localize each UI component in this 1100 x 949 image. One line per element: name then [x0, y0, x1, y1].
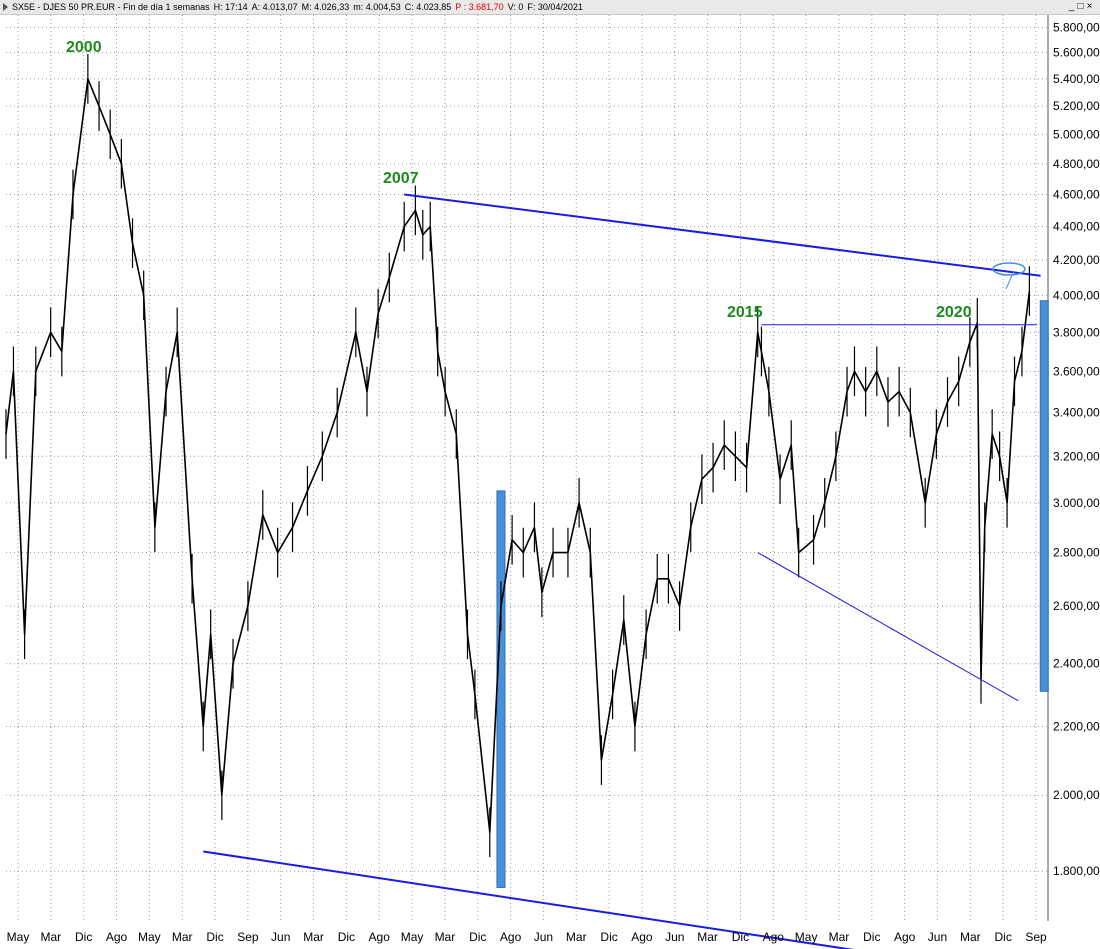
y-tick-label: 1.800,00 — [1053, 864, 1100, 878]
trend-lines — [203, 193, 1041, 949]
y-tick-label: 5.200,00 — [1053, 99, 1100, 113]
x-tick-label: Dic — [863, 930, 880, 944]
annotation-2007: 2007 — [383, 170, 419, 187]
y-tick-label: 5.000,00 — [1053, 127, 1100, 141]
y-tick-label: 5.400,00 — [1053, 72, 1100, 86]
y-tick-label: 3.400,00 — [1053, 406, 1100, 420]
x-tick-label: Dic — [600, 930, 617, 944]
x-tick-label: Mar — [303, 930, 324, 944]
y-tick-label: 4.200,00 — [1053, 253, 1100, 267]
target-zone-ellipse — [992, 262, 1026, 276]
x-tick-label: Ago — [369, 930, 391, 944]
y-tick-label: 2.400,00 — [1053, 657, 1100, 671]
price-chart[interactable]: 1.800,00 2.000,00 2.200,00 2.400,00 2.600,00… — [0, 15, 1100, 949]
x-tick-label: Jun — [534, 930, 553, 944]
maximize-button[interactable]: □ — [1077, 1, 1084, 12]
x-tick-label: May — [138, 930, 161, 944]
x-tick-label: Sep — [237, 930, 259, 944]
x-tick-label: May — [401, 930, 424, 944]
window-controls: _ □ × — [1067, 0, 1094, 14]
x-tick-label: Mar — [435, 930, 456, 944]
y-axis: 1.800,00 2.000,00 2.200,00 2.400,00 2.600,00… — [1053, 20, 1100, 878]
y-tick-label: 5.800,00 — [1053, 20, 1100, 34]
title-p-value: P : 3.681,70 — [455, 2, 504, 12]
y-tick-label: 4.800,00 — [1053, 157, 1100, 171]
y-tick-label: 4.000,00 — [1053, 288, 1100, 302]
x-tick-label: Jun — [665, 930, 684, 944]
y-tick-label: 4.600,00 — [1053, 188, 1100, 202]
price-series — [5, 54, 1031, 858]
y-tick-label: 4.400,00 — [1053, 220, 1100, 234]
x-tick-label: Ago — [763, 930, 785, 944]
y-tick-label: 3.600,00 — [1053, 364, 1100, 378]
x-tick-label: Dic — [994, 930, 1011, 944]
window-title: SX5E - DJES 50 PR.EUR - Fin de día 1 sem… — [12, 2, 583, 12]
x-tick-label: Dic — [732, 930, 749, 944]
x-tick-label: May — [795, 930, 818, 944]
x-tick-label: Dic — [206, 930, 223, 944]
highlight-bar — [1039, 300, 1049, 692]
annotation-2015: 2015 — [727, 304, 763, 321]
x-tick-label: Sep — [1025, 930, 1047, 944]
y-tick-label: 3.200,00 — [1053, 449, 1100, 463]
y-tick-label: 2.200,00 — [1053, 720, 1100, 734]
x-tick-label: Mar — [829, 930, 850, 944]
x-tick-label: Mar — [697, 930, 718, 944]
x-tick-label: Mar — [172, 930, 193, 944]
x-axis: May Mar Dic Ago May Mar Dic Sep Jun Mar Dic Ago May M… — [7, 930, 1047, 944]
price-line — [5, 78, 1031, 834]
support-trendline — [757, 552, 1019, 702]
resistance-trendline — [404, 193, 1041, 277]
annotations: 2000 2007 2015 2020 — [66, 39, 972, 321]
highlight-bars — [496, 300, 1049, 888]
y-tick-label: 5.600,00 — [1053, 46, 1100, 60]
x-tick-label: Jun — [271, 930, 290, 944]
y-tick-label: 2.600,00 — [1053, 599, 1100, 613]
close-button[interactable]: × — [1086, 1, 1093, 12]
annotation-2020: 2020 — [936, 304, 972, 321]
x-tick-label: Ago — [500, 930, 522, 944]
x-tick-label: Mar — [566, 930, 587, 944]
x-tick-label: Mar — [41, 930, 62, 944]
x-tick-label: May — [7, 930, 30, 944]
highlight-bar — [496, 490, 506, 888]
annotation-2000: 2000 — [66, 39, 102, 56]
x-tick-label: Dic — [338, 930, 355, 944]
grid — [6, 15, 1049, 921]
y-tick-label: 3.800,00 — [1053, 325, 1100, 339]
x-tick-label: Ago — [894, 930, 916, 944]
x-tick-label: Mar — [960, 930, 981, 944]
x-tick-label: Jun — [928, 930, 947, 944]
x-tick-label: Ago — [631, 930, 653, 944]
y-tick-label: 2.800,00 — [1053, 546, 1100, 560]
support-trendline — [203, 850, 855, 949]
target-zone-arrow — [1005, 270, 1015, 290]
x-tick-label: Ago — [106, 930, 128, 944]
window-menu-marker-icon[interactable] — [3, 3, 8, 11]
y-tick-label: 3.000,00 — [1053, 496, 1100, 510]
minimize-button[interactable]: _ — [1068, 1, 1075, 12]
x-tick-label: Dic — [75, 930, 92, 944]
window-title-bar: SX5E - DJES 50 PR.EUR - Fin de día 1 sem… — [0, 0, 1100, 15]
x-tick-label: Dic — [469, 930, 486, 944]
y-tick-label: 2.000,00 — [1053, 788, 1100, 802]
